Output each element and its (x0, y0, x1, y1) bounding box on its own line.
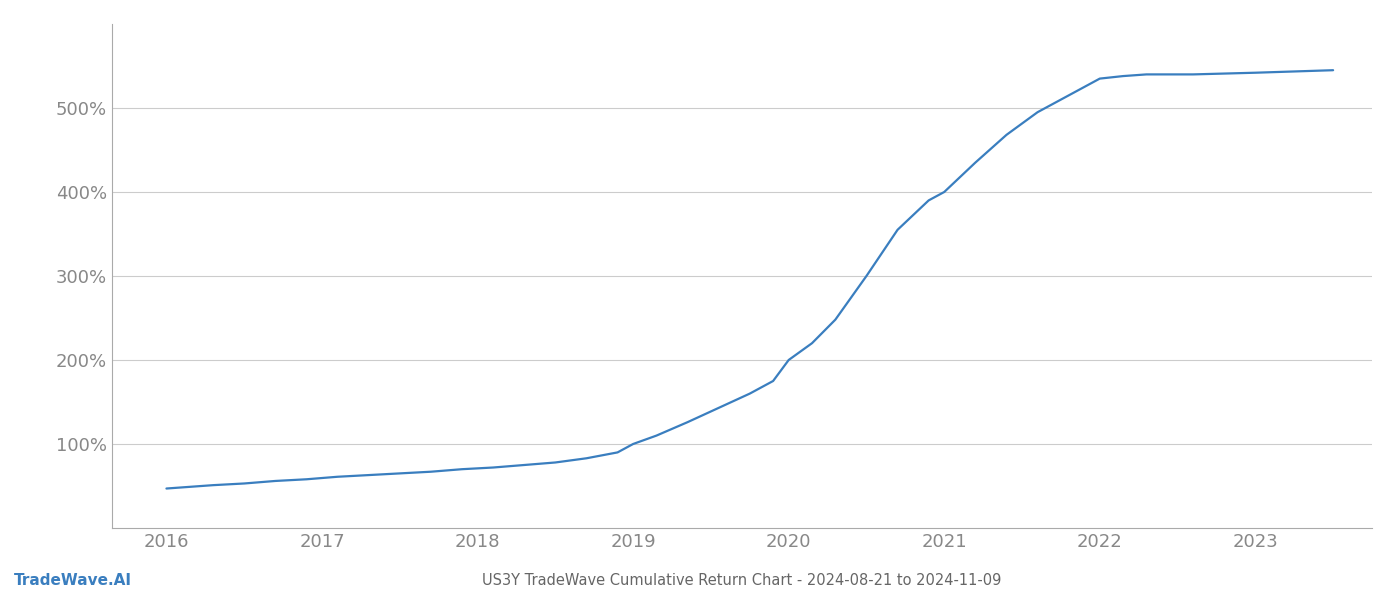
Text: TradeWave.AI: TradeWave.AI (14, 573, 132, 588)
Text: US3Y TradeWave Cumulative Return Chart - 2024-08-21 to 2024-11-09: US3Y TradeWave Cumulative Return Chart -… (483, 573, 1001, 588)
